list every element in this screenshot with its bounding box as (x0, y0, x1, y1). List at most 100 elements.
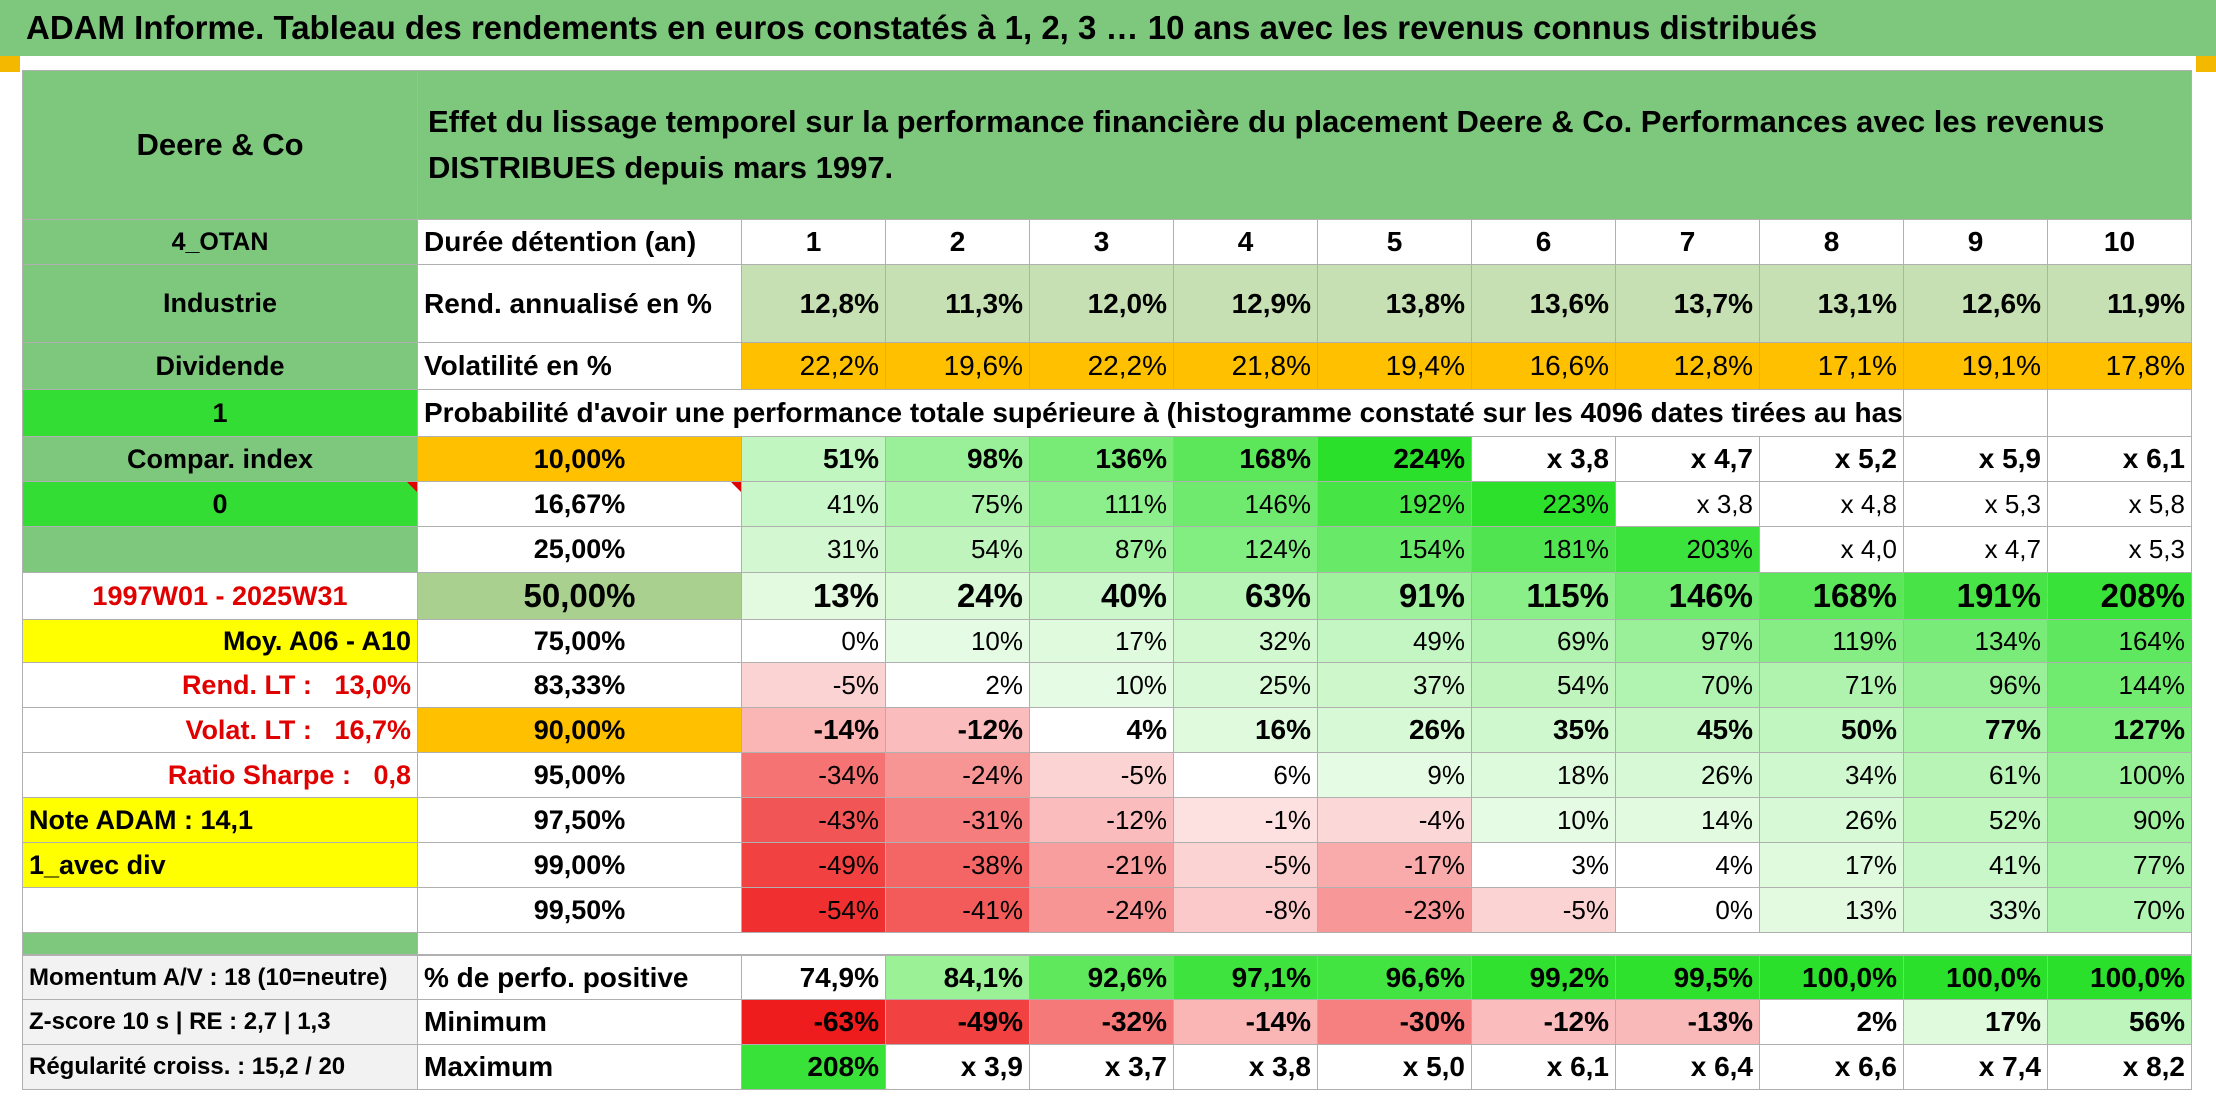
quantile-value: -5% (1472, 888, 1616, 933)
quantile-value: -24% (1030, 888, 1174, 933)
footer-value: x 5,0 (1318, 1045, 1472, 1090)
quantile-value: 203% (1616, 527, 1760, 573)
quantile-value: 10% (1030, 663, 1174, 708)
quantile-value: -8% (1174, 888, 1318, 933)
quantile-label: 97,50% (418, 798, 742, 843)
quantile-value: 14% (1616, 798, 1760, 843)
footer-value: -30% (1318, 1000, 1472, 1045)
flag-zero: 0 (22, 482, 418, 527)
quantile-value: 111% (1030, 482, 1174, 527)
year-header: 1 (742, 220, 886, 265)
corner-marker-left (0, 56, 20, 72)
comment-marker (407, 482, 417, 492)
footer-value: 2% (1760, 1000, 1904, 1045)
quantile-value: -38% (886, 843, 1030, 888)
quantile-value: 77% (1904, 708, 2048, 753)
moy-range: Moy. A06 - A10 (22, 620, 418, 663)
rend-lt: Rend. LT : 13,0% (22, 663, 418, 708)
quantile-value: -12% (1030, 798, 1174, 843)
quantile-value: x 5,9 (1904, 437, 2048, 482)
quantile-value: -17% (1318, 843, 1472, 888)
quantile-value: 0% (1616, 888, 1760, 933)
year-header: 6 (1472, 220, 1616, 265)
sharpe-value: 0,8 (373, 759, 411, 790)
vol-value: 17,8% (2048, 343, 2192, 390)
volat-lt-label: Volat. LT : (185, 714, 312, 745)
quantile-value: 77% (2048, 843, 2192, 888)
quantile-value: 54% (1472, 663, 1616, 708)
quantile-value: 54% (886, 527, 1030, 573)
quantile-value: -34% (742, 753, 886, 798)
performance-table: Deere & Co Effet du lissage temporel sur … (22, 70, 2192, 1090)
volat-lt: Volat. LT : 16,7% (22, 708, 418, 753)
quantile-value: 97% (1616, 620, 1760, 663)
quantile-value: 168% (1760, 573, 1904, 620)
quantile-value: 26% (1760, 798, 1904, 843)
rend-value: 11,3% (886, 265, 1030, 343)
quantile-value: 40% (1030, 573, 1174, 620)
quantile-value: 87% (1030, 527, 1174, 573)
footer-value: 100,0% (1904, 955, 2048, 1000)
quantile-value: -4% (1318, 798, 1472, 843)
vol-value: 19,1% (1904, 343, 2048, 390)
gap-right-cell (418, 933, 2192, 955)
rend-value: 12,9% (1174, 265, 1318, 343)
quantile-value: 0% (742, 620, 886, 663)
footer-value: -32% (1030, 1000, 1174, 1045)
footer-label: Minimum (418, 1000, 742, 1045)
quantile-value: 41% (1904, 843, 2048, 888)
quantile-value: 98% (886, 437, 1030, 482)
quantile-value: 71% (1760, 663, 1904, 708)
footer-value: 74,9% (742, 955, 886, 1000)
quantile-value: 10% (1472, 798, 1616, 843)
quantile-value: 17% (1760, 843, 1904, 888)
quantile-value: x 4,8 (1760, 482, 1904, 527)
rend-value: 12,6% (1904, 265, 2048, 343)
footer-value: 17% (1904, 1000, 2048, 1045)
year-header: 5 (1318, 220, 1472, 265)
quantile-value: 115% (1472, 573, 1616, 620)
calc-mode: 1_avec div (22, 843, 418, 888)
quantile-value: 26% (1318, 708, 1472, 753)
quantile-value: 16% (1174, 708, 1318, 753)
quantile-value: 34% (1760, 753, 1904, 798)
quantile-value: 13% (742, 573, 886, 620)
footer-metric: Z-score 10 s | RE : 2,7 | 1,3 (22, 1000, 418, 1045)
compar-index-label: Compar. index (22, 437, 418, 482)
footer-value: x 3,9 (886, 1045, 1030, 1090)
quantile-value: 25% (1174, 663, 1318, 708)
quantile-value: 13% (1760, 888, 1904, 933)
period-range: 1997W01 - 2025W31 (22, 573, 418, 620)
vol-value: 22,2% (742, 343, 886, 390)
quantile-value: 96% (1904, 663, 2048, 708)
footer-value: x 3,7 (1030, 1045, 1174, 1090)
quantile-value: -41% (886, 888, 1030, 933)
quantile-value: 18% (1472, 753, 1616, 798)
duree-label: Durée détention (an) (418, 220, 742, 265)
adam-note: Note ADAM : 14,1 (22, 798, 418, 843)
rend-value: 13,1% (1760, 265, 1904, 343)
quantile-value: 17% (1030, 620, 1174, 663)
asset-sector: Industrie (22, 265, 418, 343)
rend-lt-value: 13,0% (334, 669, 411, 700)
footer-metric: Régularité croiss. : 15,2 / 20 (22, 1045, 418, 1090)
quantile-value: x 5,3 (2048, 527, 2192, 573)
quantile-value: 75% (886, 482, 1030, 527)
rend-value: 13,7% (1616, 265, 1760, 343)
quantile-label: 99,00% (418, 843, 742, 888)
quantile-label: 10,00% (418, 437, 742, 482)
footer-value: x 3,8 (1174, 1045, 1318, 1090)
footer-value: x 7,4 (1904, 1045, 2048, 1090)
quantile-label: 25,00% (418, 527, 742, 573)
quantile-label: 75,00% (418, 620, 742, 663)
quantile-value: -1% (1174, 798, 1318, 843)
blank-cell (1904, 390, 2048, 437)
quantile-value: x 6,1 (2048, 437, 2192, 482)
quantile-value: 50% (1760, 708, 1904, 753)
quantile-value: -12% (886, 708, 1030, 753)
vol-value: 16,6% (1472, 343, 1616, 390)
quantile-value: 52% (1904, 798, 2048, 843)
footer-value: 100,0% (1760, 955, 1904, 1000)
year-header: 10 (2048, 220, 2192, 265)
quantile-value: 31% (742, 527, 886, 573)
